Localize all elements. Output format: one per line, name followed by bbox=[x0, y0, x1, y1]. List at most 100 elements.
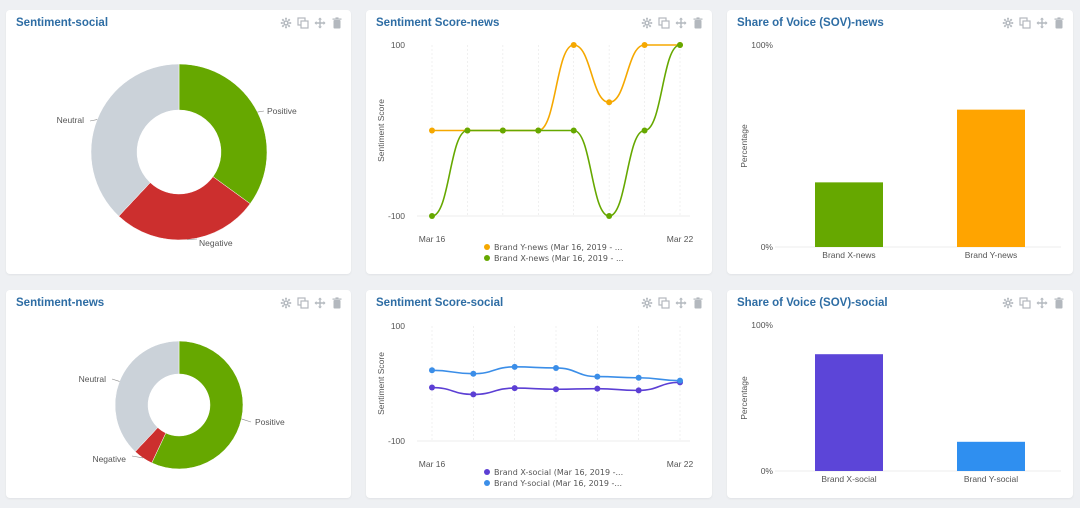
data-point bbox=[635, 374, 642, 381]
slice-label-negative: Negative bbox=[199, 238, 233, 248]
trash-icon[interactable] bbox=[1053, 297, 1065, 309]
x-tick-label: Brand X-social bbox=[821, 474, 876, 484]
move-icon[interactable] bbox=[675, 297, 687, 309]
x-tick-label: Brand Y-news bbox=[965, 250, 1017, 260]
y-tick-label: 100% bbox=[751, 40, 773, 50]
slice-connector bbox=[187, 238, 198, 240]
data-point bbox=[470, 391, 477, 398]
data-point bbox=[570, 42, 577, 48]
move-icon[interactable] bbox=[314, 17, 326, 29]
data-point bbox=[511, 363, 518, 370]
data-point bbox=[470, 370, 477, 377]
widget-title: Sentiment Score-news bbox=[376, 17, 500, 29]
move-icon[interactable] bbox=[1036, 297, 1048, 309]
y-tick-label: 100 bbox=[391, 321, 405, 331]
copy-icon[interactable] bbox=[297, 17, 309, 29]
y-axis-label: Percentage bbox=[739, 376, 749, 420]
copy-icon[interactable] bbox=[1019, 297, 1031, 309]
widget-toolbar bbox=[641, 17, 704, 29]
trash-icon[interactable] bbox=[692, 297, 704, 309]
series-line bbox=[432, 44, 680, 132]
data-point bbox=[553, 364, 559, 371]
data-point bbox=[635, 387, 642, 394]
slice-connector bbox=[89, 119, 98, 122]
widget-sov-news: Share of Voice (SOV)-news 100% 0% Percenta… bbox=[727, 10, 1073, 274]
data-point bbox=[553, 386, 559, 393]
copy-icon[interactable] bbox=[658, 17, 670, 29]
widget-score-social: Sentiment Score-social 100 -100 Mar 16 Mar … bbox=[366, 290, 712, 498]
x-tick-label: Brand Y-social bbox=[964, 474, 1018, 484]
widget-title: Share of Voice (SOV)-social bbox=[737, 297, 888, 309]
data-point bbox=[594, 385, 601, 392]
data-point bbox=[606, 213, 613, 219]
gear-icon[interactable] bbox=[641, 297, 653, 309]
bar bbox=[957, 109, 1025, 247]
data-point bbox=[429, 127, 435, 134]
y-tick-label: -100 bbox=[388, 436, 405, 446]
data-point bbox=[641, 42, 648, 48]
widget-toolbar bbox=[280, 17, 343, 29]
donut-chart: Positive Negative Neutral bbox=[57, 63, 297, 248]
slice-label-neutral: Neutral bbox=[79, 374, 107, 384]
slice-connector bbox=[257, 110, 265, 113]
widget-sentiment-news: Sentiment-news Positive Negative Neutral bbox=[6, 290, 351, 498]
widget-toolbar bbox=[1002, 17, 1065, 29]
y-tick-label: 100 bbox=[391, 40, 405, 50]
data-point bbox=[677, 377, 683, 384]
gear-icon[interactable] bbox=[641, 17, 653, 29]
y-axis-label: Percentage bbox=[739, 124, 749, 168]
gear-icon[interactable] bbox=[1002, 297, 1014, 309]
slice-positive bbox=[151, 340, 244, 470]
bar-chart: 100% 0% Percentage Brand X-news Brand Y-news bbox=[739, 40, 1061, 260]
x-tick-label: Mar 16 bbox=[419, 234, 446, 244]
data-point bbox=[429, 384, 435, 391]
x-tick-label: Mar 22 bbox=[667, 459, 694, 469]
gear-icon[interactable] bbox=[1002, 17, 1014, 29]
slice-connector bbox=[111, 378, 120, 382]
bar bbox=[815, 354, 883, 471]
x-tick-label: Mar 16 bbox=[419, 459, 446, 469]
move-icon[interactable] bbox=[675, 17, 687, 29]
x-tick-label: Brand X-news bbox=[822, 250, 875, 260]
widget-title: Sentiment Score-social bbox=[376, 297, 504, 309]
slice-negative bbox=[118, 176, 251, 241]
slice-label-neutral: Neutral bbox=[57, 115, 85, 125]
legend-label: Brand X-news (Mar 16, 2019 - ... bbox=[494, 254, 624, 263]
data-point bbox=[570, 127, 577, 134]
y-tick-label: 0% bbox=[761, 242, 774, 252]
slice-label-negative: Negative bbox=[92, 454, 126, 464]
data-point bbox=[594, 373, 601, 380]
widget-toolbar bbox=[1002, 297, 1065, 309]
legend-marker bbox=[484, 255, 490, 261]
move-icon[interactable] bbox=[314, 297, 326, 309]
y-axis-label: Sentiment Score bbox=[376, 352, 386, 415]
trash-icon[interactable] bbox=[331, 297, 343, 309]
data-point bbox=[464, 127, 471, 134]
legend-label: Brand Y-news (Mar 16, 2019 - ... bbox=[494, 243, 622, 252]
gear-icon[interactable] bbox=[280, 17, 292, 29]
widget-sentiment-social: Sentiment-social Positive Negative Neutral bbox=[6, 10, 351, 274]
widget-score-news: Sentiment Score-news 100 -100 Mar 16 Mar 22… bbox=[366, 10, 712, 274]
donut-chart: Positive Negative Neutral bbox=[79, 340, 285, 470]
y-tick-label: -100 bbox=[388, 211, 405, 221]
trash-icon[interactable] bbox=[692, 17, 704, 29]
widget-sov-social: Share of Voice (SOV)-social 100% 0% Percen… bbox=[727, 290, 1073, 498]
widget-toolbar bbox=[641, 297, 704, 309]
widget-title: Sentiment-news bbox=[16, 297, 105, 309]
trash-icon[interactable] bbox=[331, 17, 343, 29]
slice-label-positive: Positive bbox=[255, 417, 285, 427]
data-point bbox=[429, 213, 435, 219]
widget-title: Sentiment-social bbox=[16, 17, 109, 29]
data-point bbox=[535, 127, 542, 134]
y-tick-label: 100% bbox=[751, 320, 773, 330]
copy-icon[interactable] bbox=[297, 297, 309, 309]
data-point bbox=[511, 385, 518, 392]
gear-icon[interactable] bbox=[280, 297, 292, 309]
copy-icon[interactable] bbox=[1019, 17, 1031, 29]
data-point bbox=[677, 42, 683, 48]
data-point bbox=[499, 127, 506, 134]
copy-icon[interactable] bbox=[658, 297, 670, 309]
move-icon[interactable] bbox=[1036, 17, 1048, 29]
trash-icon[interactable] bbox=[1053, 17, 1065, 29]
line-chart: 100 -100 Mar 16 Mar 22 Sentiment Score Brand … bbox=[376, 321, 694, 488]
